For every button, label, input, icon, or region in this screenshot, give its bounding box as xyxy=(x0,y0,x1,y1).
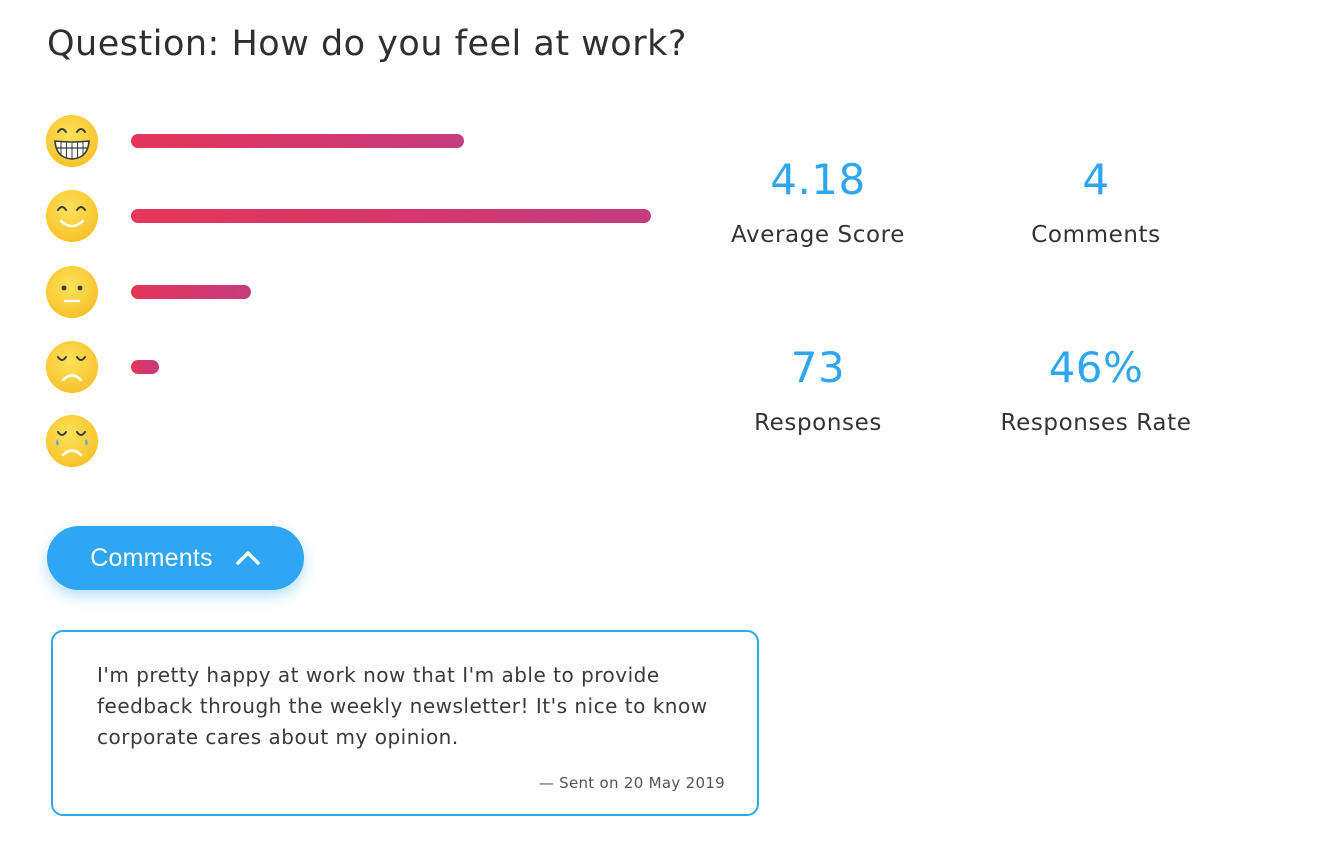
response-rate-value: 46% xyxy=(1048,343,1144,392)
rating-bar-sad xyxy=(131,360,159,374)
rating-bar-track xyxy=(131,134,651,148)
stat-comments: 4 Comments xyxy=(966,155,1226,249)
rating-bar-track xyxy=(131,434,651,448)
smiling-face-icon xyxy=(46,190,98,242)
responses-value: 73 xyxy=(790,343,846,392)
stat-responses: 73 Responses xyxy=(688,343,948,437)
stat-average-score: 4.18 Average Score xyxy=(688,155,948,249)
comment-card: I'm pretty happy at work now that I'm ab… xyxy=(51,630,759,816)
comments-count-label: Comments xyxy=(1031,222,1161,248)
crying-face-icon xyxy=(46,415,98,467)
response-rate-label: Responses Rate xyxy=(1000,410,1192,436)
rating-bar-track xyxy=(131,285,651,299)
comment-sent-date: — Sent on 20 May 2019 xyxy=(538,774,725,792)
comments-count-value: 4 xyxy=(1082,155,1110,204)
rating-bar-neutral xyxy=(131,285,251,299)
rating-bar-very-happy xyxy=(131,134,464,148)
average-score-value: 4.18 xyxy=(770,155,866,204)
comments-toggle-button[interactable]: Comments xyxy=(47,526,304,590)
page-title: Question: How do you feel at work? xyxy=(47,24,687,64)
rating-row-happy xyxy=(44,187,664,245)
comment-text: I'm pretty happy at work now that I'm ab… xyxy=(97,663,708,749)
rating-bar-track xyxy=(131,360,651,374)
chevron-up-icon xyxy=(236,551,260,565)
grinning-face-icon xyxy=(46,115,98,167)
stat-response-rate: 46% Responses Rate xyxy=(966,343,1226,437)
average-score-label: Average Score xyxy=(731,222,905,248)
rating-row-very-happy xyxy=(44,112,664,170)
rating-row-neutral xyxy=(44,263,664,321)
rating-bar-track xyxy=(131,209,651,223)
neutral-face-icon xyxy=(46,266,98,318)
comments-button-label: Comments xyxy=(90,543,213,572)
sad-face-icon xyxy=(46,341,98,393)
responses-label: Responses xyxy=(754,410,882,436)
rating-bar-happy xyxy=(131,209,651,223)
rating-row-sad xyxy=(44,338,664,396)
rating-row-very-sad xyxy=(44,412,664,470)
